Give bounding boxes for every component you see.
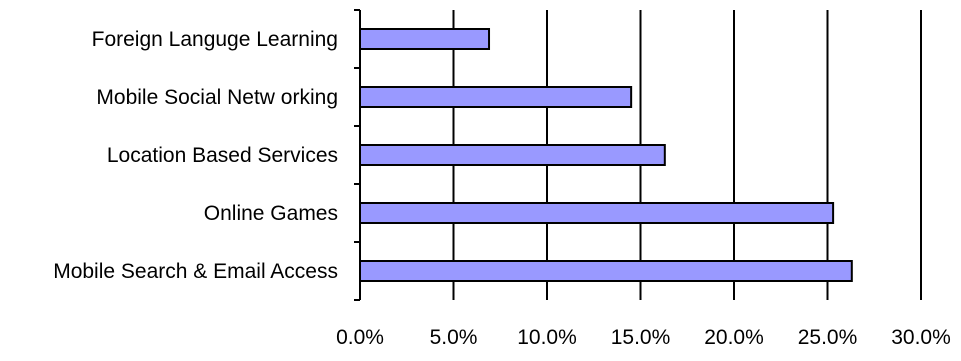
x-tick-label: 30.0% — [891, 326, 951, 349]
category-label: Mobile Search & Email Access — [53, 260, 338, 283]
category-label: Location Based Services — [107, 144, 338, 167]
category-labels: Foreign Languge Learning Mobile Social Ne… — [53, 28, 338, 283]
x-tick-labels: 0.0% 5.0% 10.0% 15.0% 20.0% 25.0% 30.0% — [336, 326, 951, 349]
category-label: Mobile Social Netw orking — [96, 86, 338, 109]
bar — [359, 202, 835, 224]
x-tick-label: 10.0% — [517, 326, 577, 349]
y-axis — [354, 9, 361, 301]
bar — [359, 260, 853, 282]
x-tick-label: 5.0% — [430, 326, 478, 349]
x-tick-label: 20.0% — [704, 326, 764, 349]
bars — [359, 28, 853, 282]
x-tick-label: 25.0% — [798, 326, 858, 349]
x-tick-label: 0.0% — [336, 326, 384, 349]
bar — [359, 28, 491, 50]
x-tick-label: 15.0% — [611, 326, 671, 349]
category-label: Online Games — [204, 202, 338, 225]
bar — [359, 144, 666, 166]
category-label: Foreign Languge Learning — [92, 28, 338, 51]
bar — [359, 86, 633, 108]
